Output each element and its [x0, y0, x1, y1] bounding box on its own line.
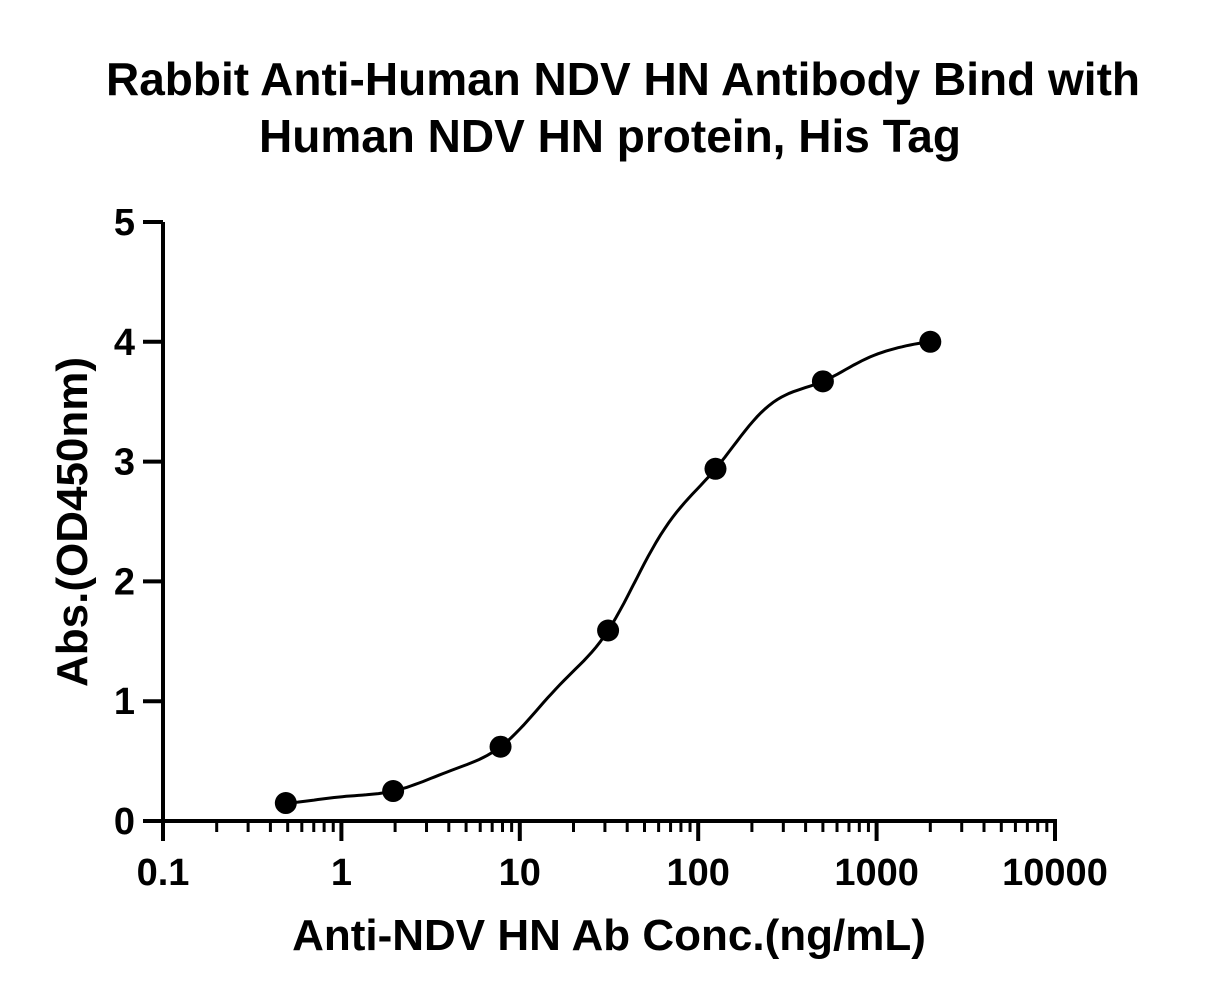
axes — [161, 222, 1057, 823]
x-tick-label: 10000 — [1002, 852, 1108, 894]
y-tick-label: 3 — [114, 442, 135, 484]
data-point — [382, 780, 405, 803]
fit-curve-layer — [285, 340, 931, 805]
x-tick-label: 100 — [666, 852, 729, 894]
chart-title-line-1: Rabbit Anti-Human NDV HN Antibody Bind w… — [106, 53, 1140, 105]
fit-curve — [285, 340, 931, 805]
y-tick-label: 2 — [114, 561, 135, 603]
data-point — [597, 619, 620, 642]
data-point — [704, 457, 727, 480]
x-axis-ticks: 0.1 1 10 100 1000 10000 — [137, 821, 1108, 894]
y-axis-label: Abs.(OD450nm) — [48, 357, 97, 687]
data-point — [274, 792, 297, 815]
y-tick-label: 5 — [114, 202, 135, 244]
data-point — [811, 370, 834, 393]
x-tick-label: 1000 — [834, 852, 919, 894]
y-tick-label: 1 — [114, 681, 135, 723]
y-tick-label: 4 — [114, 322, 135, 364]
x-tick-label: 0.1 — [137, 852, 190, 894]
data-point — [919, 330, 942, 353]
x-tick-label: 1 — [331, 852, 352, 894]
data-points — [274, 330, 942, 815]
data-point — [489, 735, 512, 758]
chart-title-line-2: Human NDV HN protein, His Tag — [259, 110, 961, 162]
chart-title: Rabbit Anti-Human NDV HN Antibody Bind w… — [106, 53, 1140, 162]
y-tick-label: 0 — [114, 801, 135, 843]
x-axis-label: Anti-NDV HN Ab Conc.(ng/mL) — [292, 911, 926, 960]
y-axis-ticks: 0 1 2 3 4 5 — [114, 202, 163, 843]
x-tick-label: 10 — [499, 852, 541, 894]
